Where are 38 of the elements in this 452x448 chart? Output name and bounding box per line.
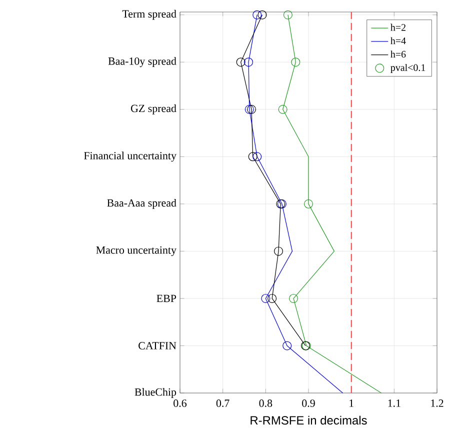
point xyxy=(247,104,256,114)
point xyxy=(244,104,254,114)
y-tick-label: Macro uncertainty xyxy=(96,246,176,256)
point xyxy=(268,294,277,303)
point xyxy=(289,294,298,303)
point xyxy=(283,10,292,20)
point xyxy=(274,246,284,256)
point xyxy=(278,104,288,114)
x-tick-label: 0.7 xyxy=(216,400,230,407)
x-tick-label: 1.1 xyxy=(388,400,400,407)
x-axis-title: R-RMSFE in decimals xyxy=(250,416,367,425)
legend-label: pval<0.1 xyxy=(390,64,426,74)
point xyxy=(291,58,300,67)
point xyxy=(236,58,246,67)
y-tick-label: BlueChip xyxy=(134,388,176,398)
point xyxy=(244,58,254,67)
y-tick-label: CATFIN xyxy=(138,342,176,350)
y-tick-label: Term spread xyxy=(122,10,176,20)
point xyxy=(261,294,270,303)
y-tick-label: Baa-Aaa spread xyxy=(107,198,176,209)
point xyxy=(258,10,267,20)
legend-label: h=4 xyxy=(390,37,406,44)
legend-label: h=6 xyxy=(390,50,406,58)
y-tick-label: EBP xyxy=(156,294,176,302)
x-tick-label: 0.6 xyxy=(174,400,187,407)
x-tick-label: 0.8 xyxy=(259,400,272,407)
x-tick-label: 1.2 xyxy=(431,400,444,407)
point xyxy=(282,341,292,350)
point xyxy=(252,10,262,20)
y-tick-label: Financial uncertainty xyxy=(84,152,176,162)
x-tick-label: 0.9 xyxy=(302,400,315,407)
point xyxy=(304,199,313,208)
x-tick-label: 1 xyxy=(350,400,354,407)
y-tick-label: Baa-10y spread xyxy=(108,57,176,68)
legend-label: h=2 xyxy=(390,24,406,31)
point xyxy=(248,152,258,162)
point xyxy=(252,152,262,162)
y-tick-label: GZ spread xyxy=(130,104,176,114)
